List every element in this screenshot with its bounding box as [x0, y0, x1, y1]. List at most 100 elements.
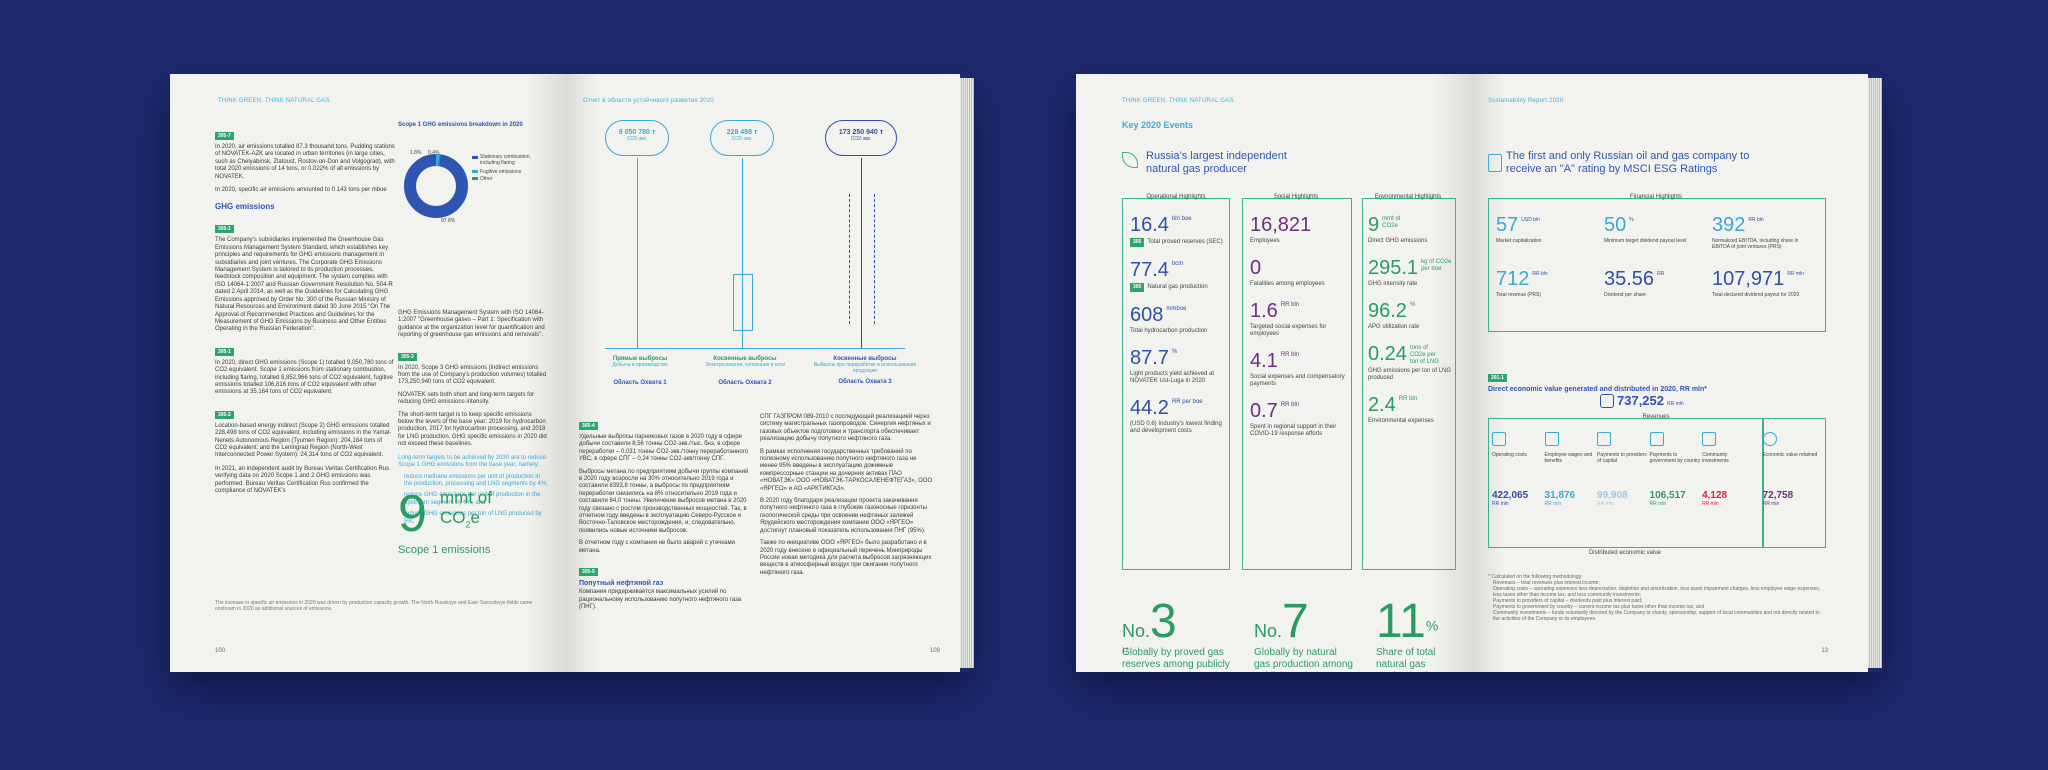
environmental-box [1362, 198, 1456, 570]
highlight-value: 9 [1368, 214, 1380, 236]
target-item: reduce GHG emissions per unit of product… [404, 492, 541, 506]
highlight-value: 0.24 [1368, 343, 1407, 365]
target-item: reduce GHG emissions per ton of LNG prod… [404, 511, 542, 525]
page-edges [1868, 78, 1882, 668]
paragraph: The Company's subsidiaries implemented t… [215, 237, 393, 333]
highlight-item: 87.7% Light products yield achieved at NO… [1130, 347, 1228, 385]
highlight-item: 9 mmt of CO2e Direct GHG emissions [1368, 214, 1452, 245]
government-icon [1649, 432, 1664, 446]
highlight-unit: % [1409, 302, 1416, 308]
financial-value: 712 [1496, 268, 1530, 290]
highlight-label: Direct GHG emissions [1368, 238, 1452, 245]
highlight-unit: RR per boe [1171, 399, 1203, 405]
highlight-item: 608 mmboe Total hydrocarbon production [1130, 304, 1228, 335]
financial-value-row: 35.56 RR [1604, 268, 1712, 290]
headline: The first and only Russian oil and gas c… [1506, 150, 1750, 175]
econ-title: Direct economic value generated and dist… [1488, 386, 1708, 393]
community-icon [1702, 432, 1717, 446]
gri-tag: 305 [1130, 238, 1145, 247]
paragraph: Также по инициативе ООО «ЯРГЕО» было раз… [760, 540, 932, 576]
retained-box [1762, 418, 1826, 548]
highlight-value-row: 608 mmboe [1130, 304, 1228, 326]
highlight-label: Spent in regional support in their COVID… [1250, 424, 1348, 438]
ranking-stat: 11% Share of total natural gas productio… [1376, 595, 1439, 672]
financial-label: Market capitalization [1496, 238, 1542, 244]
coins-icon [1597, 432, 1612, 446]
highlight-item: 16,821 Employees [1250, 214, 1348, 245]
highlight-label-text: Social expenses and compensatory payment… [1250, 374, 1345, 387]
revenues-label: Revenues [1642, 414, 1670, 420]
highlight-item: 1.6 RR bln Targeted social expenses for em… [1250, 300, 1348, 338]
highlight-label: Environmental expenses [1368, 418, 1452, 425]
products-icon [849, 194, 875, 324]
highlight-label: GHG intensity rate [1368, 281, 1452, 288]
paragraph: СПГ ГАЗПРОМ 089-2010 с последующей реали… [760, 414, 931, 443]
section-title: Key 2020 Events [1122, 120, 1194, 130]
highlight-label: Light products yield achieved at NOVATEK… [1130, 371, 1228, 385]
financial-item: 35.56 RR Dividend per share [1604, 268, 1712, 298]
highlight-label: Fatalities among employees [1250, 281, 1348, 288]
footnote: Community investments – funds voluntaril… [1493, 610, 1820, 622]
distribution-item: Payments to providers of capital 99,908 RR… [1597, 432, 1650, 507]
report-spread-ghg: THINK GREEN. THINK NATURAL GAS. 305-7 In… [170, 74, 974, 672]
financial-unit: USD bln [1521, 217, 1540, 223]
highlight-item: 2.4 RR bln Environmental expenses [1368, 394, 1452, 425]
highlight-value: 77.4 [1130, 259, 1169, 281]
highlight-value: 87.7 [1130, 347, 1169, 369]
highlight-value: 4.1 [1250, 350, 1278, 372]
financial-unit: RR bln [1532, 271, 1548, 277]
section-title: GHG emissions [215, 202, 275, 212]
distribution-item: Operating costs 422,065 RR mln [1492, 432, 1545, 507]
financial-label: Total declared dividend payout for 2020 [1712, 292, 1800, 298]
highlight-item: 16.4 bln boe 305 Total proved reserves (SEC… [1130, 214, 1228, 247]
running-header: Отчет в области устойчивого развития 202… [583, 98, 714, 104]
gri-tag: 305-1 [215, 347, 234, 356]
highlight-value-row: 9 mmt of CO2e [1368, 214, 1452, 236]
paragraph: Компания придерживается максимальных уси… [579, 589, 742, 610]
scope-subtitle: Выбросы при переработке и использовании … [813, 362, 917, 374]
scope-label: Область Охвата 2 [718, 380, 772, 386]
highlight-item: 4.1 RR bln Social expenses and compensator… [1250, 350, 1348, 388]
page-number: 12 [1122, 648, 1129, 654]
highlight-label: (USD 0.6) Industry's lowest finding and … [1130, 421, 1228, 435]
donut-label: 97.8% [441, 218, 456, 224]
paragraph: In 2020, air emissions totalled 87.3 tho… [215, 144, 395, 180]
distribution-unit: RR mln [1597, 501, 1614, 507]
highlight-label-text: Total hydrocarbon production [1130, 328, 1208, 334]
cog-icon [1492, 432, 1506, 446]
highlight-value-row: 4.1 RR bln [1250, 350, 1348, 372]
financial-unit: RR bln [1748, 217, 1764, 223]
paragraph: In 2020, direct GHG emissions (Scope 1) … [215, 359, 394, 396]
highlight-item: 0 Fatalities among employees [1250, 257, 1348, 288]
page-13: Sustainability Report 2020 The first and… [1472, 74, 1868, 672]
financial-value: 392 [1712, 214, 1746, 236]
highlight-label: 305 Natural gas production [1130, 283, 1228, 292]
target-item: reduce methane emissions per unit of pro… [404, 473, 548, 487]
distribution-label: Employee wages and benefits [1544, 452, 1593, 464]
highlight-value: 608 [1130, 304, 1164, 326]
donut-label: 0.4% [428, 150, 440, 156]
highlight-value-row: 16.4 bln boe [1130, 214, 1228, 236]
highlight-value-row: 1.6 RR bln [1250, 300, 1348, 322]
page-number: 13 [1821, 648, 1828, 654]
gri-tag: 305-5 [579, 568, 598, 577]
financial-box [1488, 198, 1826, 332]
paragraph: In 2020, Scope 3 GHG emissions (indirect… [398, 364, 547, 386]
financial-value: 57 [1496, 214, 1519, 236]
highlight-label-text: GHG intensity rate [1368, 281, 1418, 287]
big-stat-value: 9 [398, 485, 427, 543]
distribution-label: Operating costs [1492, 452, 1528, 458]
subsection-title: Попутный нефтяной газ [579, 580, 664, 588]
financial-label: Minimum target dividend payout level [1604, 238, 1687, 244]
scope-label: Область Охвата 1 [613, 380, 667, 386]
financial-label: Dividend per share [1604, 292, 1646, 298]
highlight-label: Employees [1250, 238, 1348, 245]
distribution-value: 4,128 [1702, 490, 1728, 501]
legend-label: Other [480, 176, 493, 182]
paragraph: The short-term target is to keep specifi… [398, 411, 547, 448]
leaf-icon [1122, 152, 1138, 168]
paragraph: NOVATEK sets both short and long-term ta… [398, 391, 535, 406]
distribution-unit: RR mln [1762, 501, 1780, 507]
financial-unit: % [1629, 217, 1634, 223]
ground-line [605, 348, 905, 349]
